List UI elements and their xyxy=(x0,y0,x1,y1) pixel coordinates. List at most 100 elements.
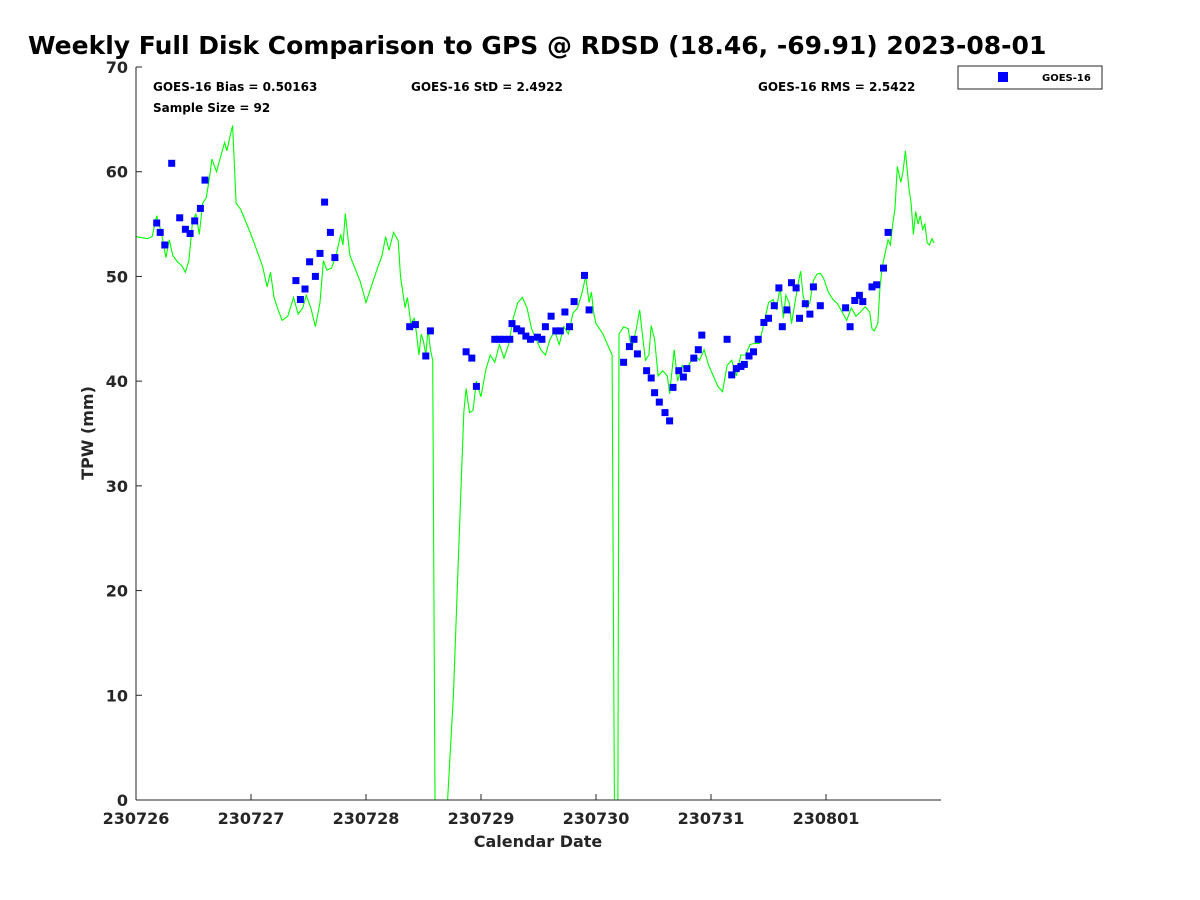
y-tick-label: 30 xyxy=(106,477,128,496)
goes16-point xyxy=(153,219,161,227)
goes16-point xyxy=(754,335,762,343)
goes16-point xyxy=(783,306,791,314)
goes16-point xyxy=(513,325,521,333)
goes16-point xyxy=(625,343,633,351)
goes16-point xyxy=(655,398,663,406)
goes16-point xyxy=(176,214,184,222)
goes16-point xyxy=(161,241,169,249)
goes16-point xyxy=(570,298,578,306)
goes16-point xyxy=(561,308,569,316)
x-tick-label: 230801 xyxy=(793,809,860,828)
goes16-point xyxy=(321,198,329,206)
goes16-point xyxy=(508,320,516,328)
goes16-point xyxy=(422,352,430,360)
legend-label-goes16: GOES-16 xyxy=(1042,73,1091,84)
x-tick-label: 230730 xyxy=(563,809,630,828)
goes16-point xyxy=(506,335,514,343)
goes16-point xyxy=(643,367,651,375)
goes16-point xyxy=(547,312,555,320)
goes16-point xyxy=(788,279,795,287)
goes16-point xyxy=(527,335,534,343)
goes16-point xyxy=(698,331,706,339)
y-tick-label: 70 xyxy=(106,58,128,77)
goes16-point xyxy=(517,327,525,335)
goes16-point xyxy=(585,306,593,314)
plot-background xyxy=(136,67,941,800)
goes16-point xyxy=(186,230,194,237)
goes16-point xyxy=(770,302,778,310)
goes16-point xyxy=(690,354,698,362)
goes16-point xyxy=(406,323,414,331)
y-axis-ticks: 0 10 20 30 40 50 60 70 xyxy=(106,58,142,810)
goes16-point xyxy=(462,348,470,356)
goes16-point xyxy=(868,283,876,291)
goes16-point xyxy=(669,383,677,391)
goes16-point xyxy=(181,225,189,233)
goes16-point xyxy=(796,314,803,322)
goes16-point xyxy=(884,228,892,236)
goes16-point xyxy=(522,332,530,340)
goes16-point xyxy=(426,327,434,335)
goes16-point xyxy=(873,281,881,289)
y-tick-label: 60 xyxy=(106,163,128,182)
goes16-point xyxy=(633,350,641,358)
goes16-point xyxy=(775,284,783,292)
goes16-point xyxy=(651,389,659,397)
y-axis-label: TPW (mm) xyxy=(78,386,97,480)
goes16-point xyxy=(694,346,702,354)
x-axis-ticks: 230726 230727 230728 230729 230730 230731 2308… xyxy=(103,794,860,828)
goes16-point xyxy=(556,327,564,335)
goes16-point xyxy=(168,159,176,167)
rms-stat: GOES-16 RMS = 2.5422 xyxy=(758,80,915,94)
goes16-point xyxy=(500,335,508,343)
x-tick-label: 230727 xyxy=(218,809,285,828)
y-tick-label: 0 xyxy=(117,791,128,810)
goes16-point xyxy=(675,367,683,375)
goes16-point xyxy=(491,335,499,343)
legend-box xyxy=(957,65,1103,90)
goes16-point xyxy=(201,176,209,184)
goes16-point xyxy=(760,319,768,326)
goes16-point xyxy=(191,217,199,225)
goes16-point xyxy=(816,302,824,310)
x-tick-label: 230731 xyxy=(678,809,745,828)
goes16-point xyxy=(855,291,863,299)
goes16-point xyxy=(301,285,309,293)
x-tick-label: 230728 xyxy=(333,809,400,828)
goes16-point xyxy=(533,333,541,341)
goes16-point xyxy=(316,249,324,257)
std-stat: GOES-16 StD = 2.4922 xyxy=(411,80,563,94)
y-tick-label: 50 xyxy=(106,267,128,286)
goes16-point xyxy=(880,264,887,272)
gps-series xyxy=(135,125,935,801)
goes16-point xyxy=(851,297,859,304)
goes16-point xyxy=(156,228,164,236)
goes16-point xyxy=(538,335,546,343)
goes16-point xyxy=(801,300,809,308)
goes16-point xyxy=(311,272,319,280)
goes16-point xyxy=(806,310,814,318)
x-tick-label: 230729 xyxy=(448,809,515,828)
goes16-point xyxy=(306,258,314,266)
goes16-point xyxy=(620,358,628,366)
goes16-point xyxy=(679,373,687,381)
x-tick-label: 230726 xyxy=(103,809,170,828)
legend-marker-goes16 xyxy=(998,72,1008,82)
goes16-point xyxy=(750,348,757,356)
goes16-series xyxy=(153,159,892,425)
goes16-point xyxy=(468,354,476,362)
goes16-point xyxy=(732,365,740,373)
goes16-point xyxy=(666,417,674,425)
goes16-point xyxy=(196,204,204,212)
x-axis-label: Calendar Date xyxy=(474,832,603,851)
goes16-point xyxy=(846,323,854,331)
goes16-point xyxy=(859,298,867,306)
plot-area: 0 10 20 30 40 50 60 70 230726 230727 230728 230729… xyxy=(103,58,941,828)
goes16-point xyxy=(740,360,748,368)
goes16-point xyxy=(552,327,560,335)
goes16-point xyxy=(541,323,549,331)
goes16-point xyxy=(647,374,655,382)
goes16-point xyxy=(809,283,817,291)
